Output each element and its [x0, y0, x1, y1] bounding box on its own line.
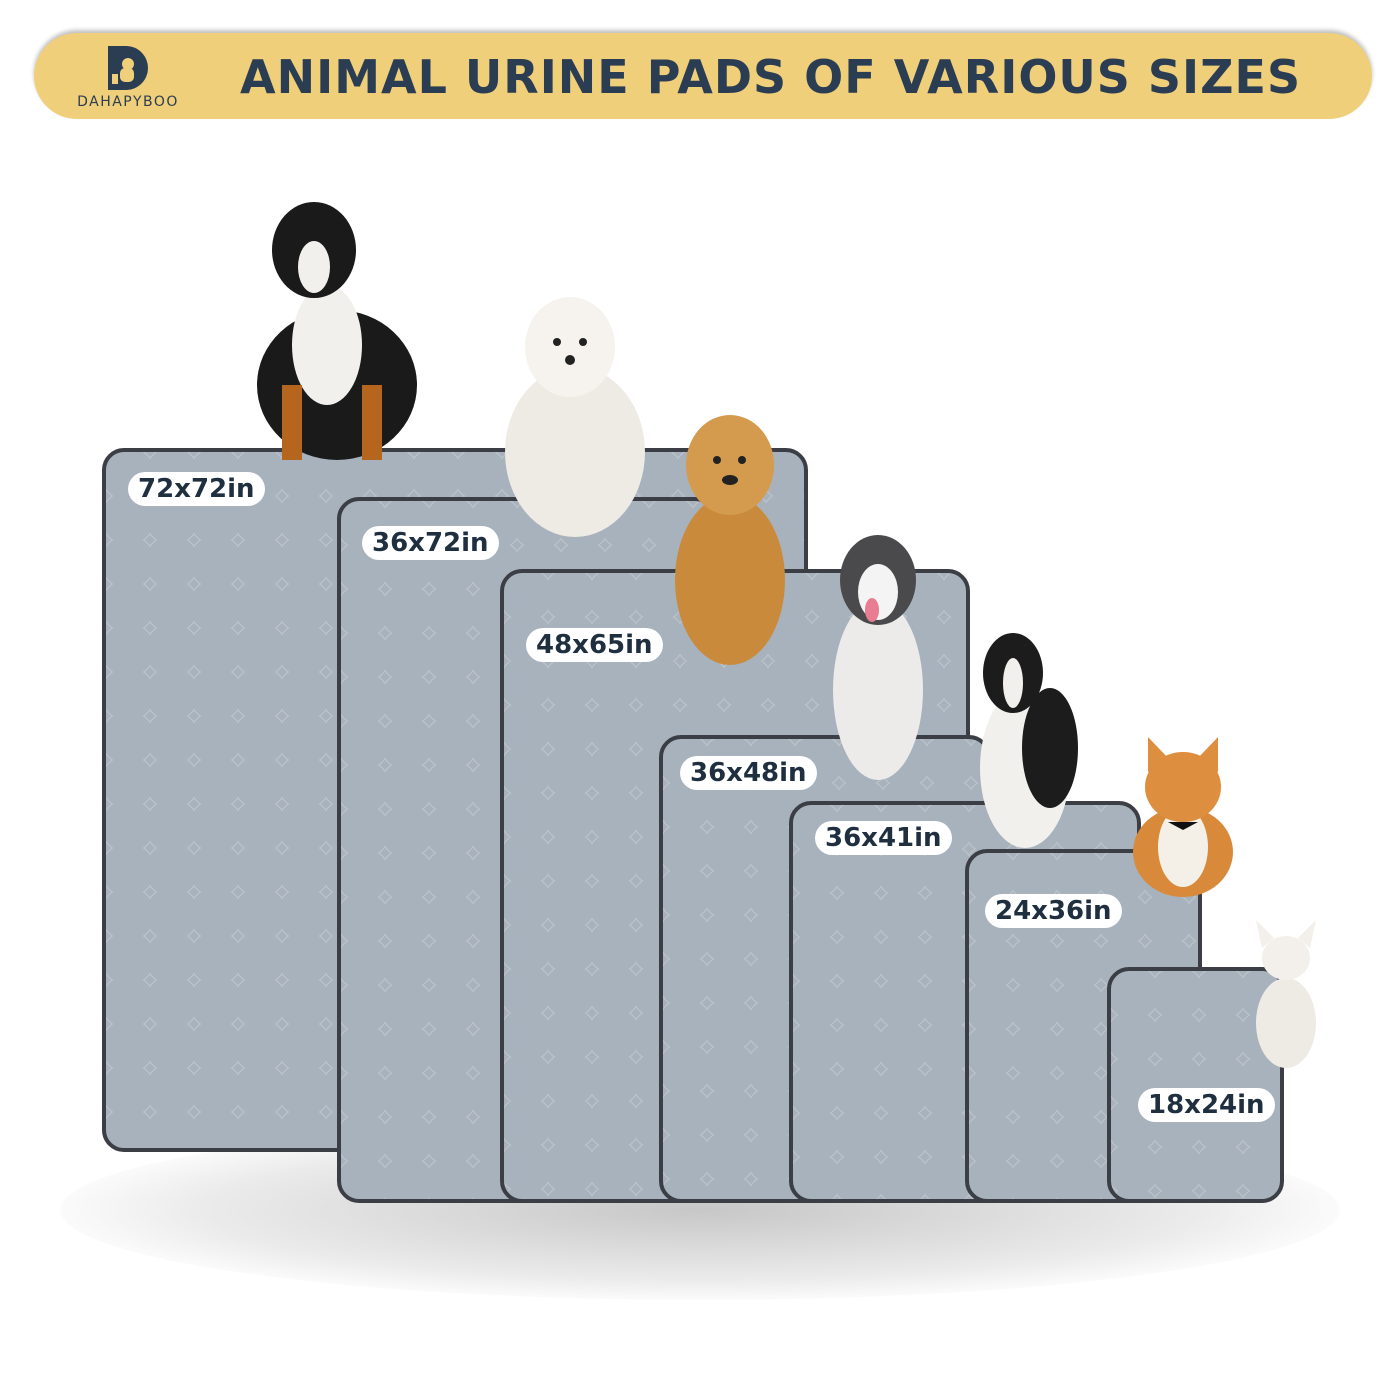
- chihuahua-dog-image: [1256, 920, 1316, 1068]
- size-label: 48x65in: [526, 628, 663, 662]
- brand-name: DAHAPYBOO: [77, 94, 179, 110]
- bernese-dog-image: [257, 202, 417, 460]
- husky-dog-image: [833, 535, 923, 780]
- brand-logo: DAHAPYBOO: [68, 44, 188, 114]
- size-label: 36x48in: [680, 756, 817, 790]
- size-label: 36x72in: [362, 526, 499, 560]
- title-banner: [34, 33, 1372, 119]
- samoyed-dog-image: [505, 297, 645, 537]
- logo-d-icon: [108, 46, 148, 90]
- corgi-dog-image: [1133, 737, 1233, 897]
- golden-retriever-image: [675, 415, 785, 665]
- size-label: 72x72in: [128, 472, 265, 506]
- pad-18x24: [1107, 967, 1284, 1203]
- size-label: 24x36in: [985, 894, 1122, 928]
- border-collie-image: [980, 633, 1078, 848]
- size-label: 36x41in: [815, 821, 952, 855]
- size-label: 18x24in: [1138, 1088, 1275, 1122]
- page-title: ANIMAL URINE PADS OF VARIOUS SIZES: [240, 50, 1302, 104]
